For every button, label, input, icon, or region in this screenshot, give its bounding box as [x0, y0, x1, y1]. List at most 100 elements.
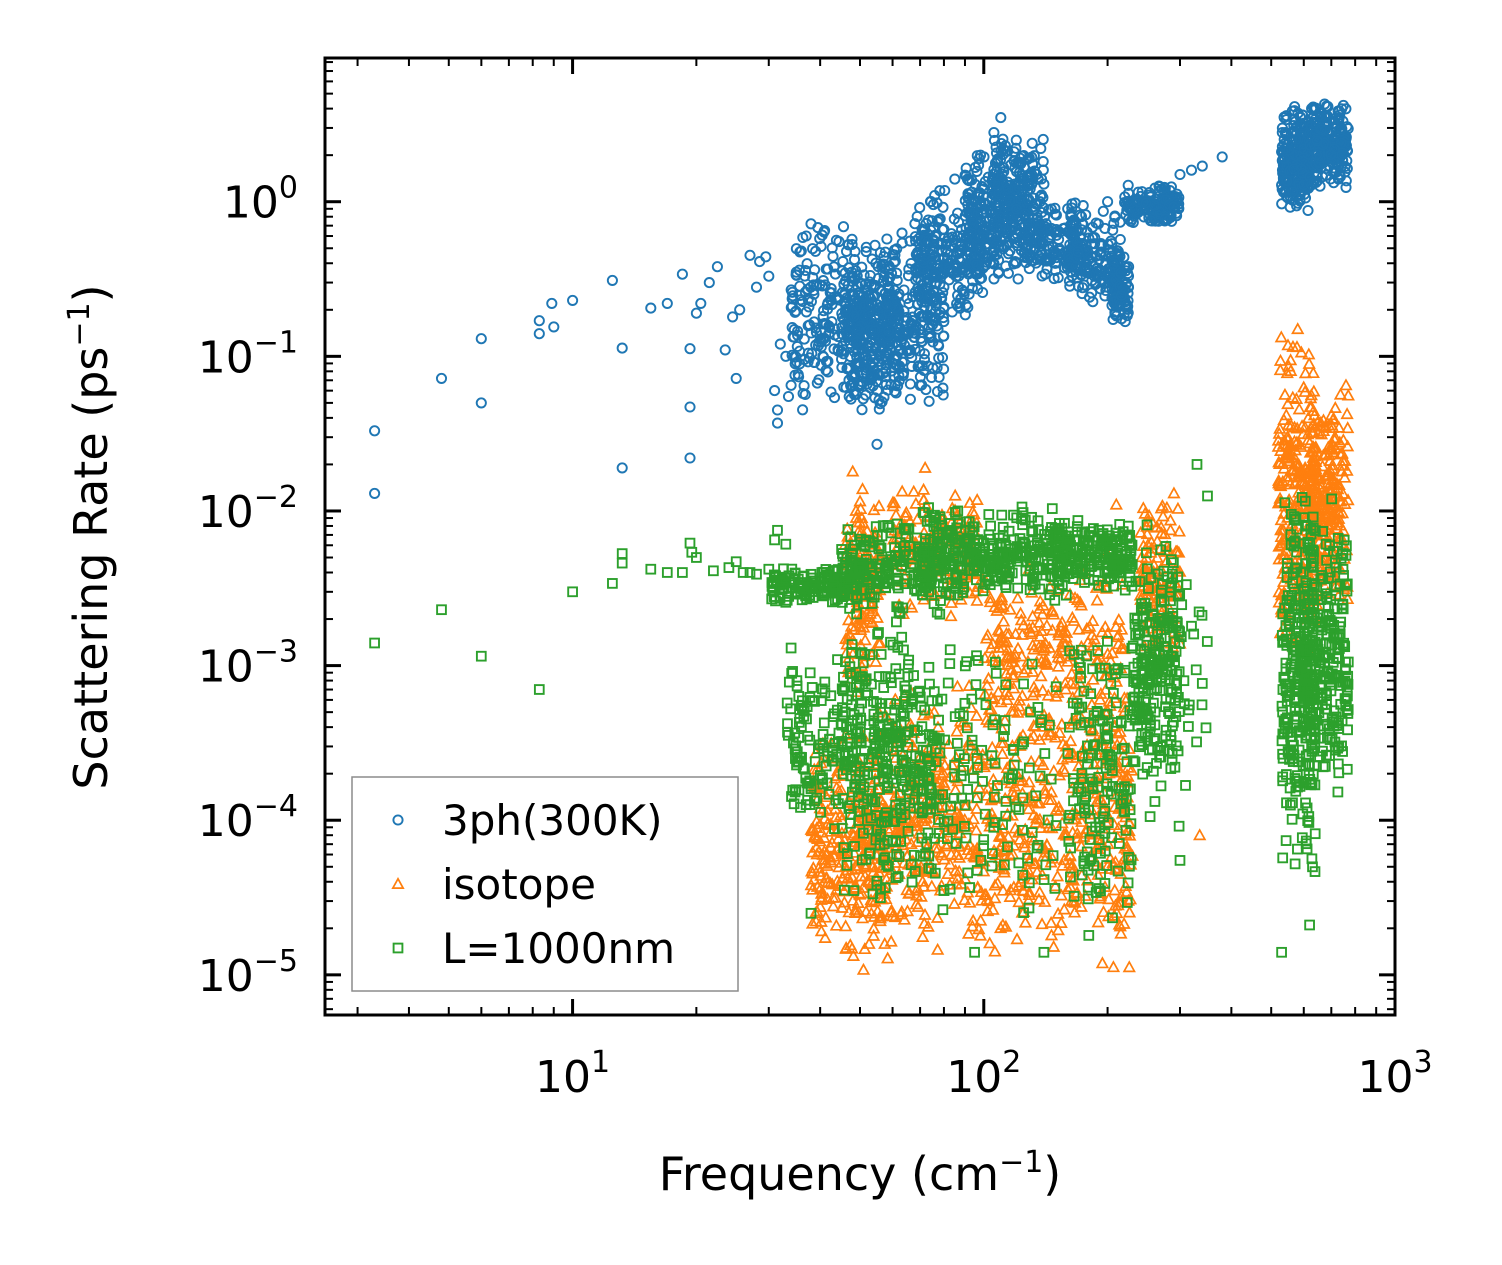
data-point — [873, 583, 887, 596]
data-point — [924, 196, 937, 208]
data-point — [839, 296, 852, 309]
data-point — [882, 275, 894, 288]
data-point — [1034, 226, 1046, 238]
data-point — [854, 833, 869, 845]
data-point — [763, 270, 775, 282]
data-point — [1302, 204, 1314, 217]
data-point — [961, 232, 973, 244]
data-point — [823, 320, 835, 332]
data-point — [1336, 123, 1348, 135]
data-point — [909, 327, 922, 339]
series-layer — [369, 98, 1355, 975]
data-point — [771, 417, 784, 429]
data-point — [865, 895, 879, 908]
data-point — [1094, 238, 1106, 251]
data-point — [806, 347, 818, 360]
data-point — [1073, 251, 1086, 263]
data-point — [860, 873, 875, 886]
data-point — [1000, 260, 1012, 272]
data-point — [873, 403, 885, 415]
data-point — [850, 265, 862, 277]
data-point — [848, 877, 862, 890]
data-point — [838, 381, 850, 393]
data-point — [993, 187, 1005, 199]
data-point — [846, 893, 860, 906]
data-point — [881, 353, 893, 365]
data-point — [915, 310, 927, 322]
data-point — [1037, 155, 1049, 168]
data-point — [1023, 179, 1035, 191]
data-point — [889, 385, 901, 397]
data-point — [804, 822, 818, 835]
data-point — [856, 824, 870, 837]
data-point — [916, 930, 930, 942]
data-point — [992, 180, 1004, 192]
data-point — [911, 247, 923, 259]
data-point — [928, 315, 940, 327]
data-point — [865, 296, 877, 309]
data-point — [1140, 197, 1152, 209]
data-point — [909, 218, 921, 230]
data-point — [840, 245, 853, 257]
data-point — [769, 385, 781, 397]
data-point — [956, 262, 969, 274]
data-point — [844, 619, 859, 632]
data-point — [851, 336, 863, 348]
data-point — [1026, 151, 1038, 163]
data-point — [825, 386, 837, 398]
data-point — [1279, 152, 1291, 164]
data-point — [797, 404, 809, 416]
data-point — [857, 290, 869, 302]
data-point — [874, 247, 886, 259]
data-point — [882, 340, 894, 352]
data-point — [1159, 213, 1171, 225]
data-point — [811, 832, 825, 845]
data-point — [1066, 228, 1079, 240]
data-point — [1038, 211, 1051, 223]
data-point — [963, 288, 975, 300]
data-point — [818, 811, 832, 824]
data-point — [977, 286, 989, 299]
data-point — [960, 265, 972, 277]
data-point — [1145, 215, 1157, 227]
data-point — [934, 268, 946, 281]
data-point — [926, 258, 938, 270]
data-point — [809, 814, 824, 827]
data-point — [824, 824, 838, 837]
data-point — [533, 328, 545, 340]
data-point — [897, 370, 909, 382]
data-point — [858, 860, 872, 873]
data-point — [927, 199, 939, 211]
data-point — [880, 298, 893, 310]
data-point — [918, 301, 930, 313]
data-point — [835, 900, 849, 913]
data-point — [801, 258, 813, 270]
data-point — [919, 224, 931, 236]
data-point — [1314, 180, 1326, 192]
data-point — [1002, 176, 1014, 188]
data-point — [933, 371, 945, 383]
data-point — [782, 390, 795, 403]
data-point — [807, 243, 819, 255]
data-point — [1340, 181, 1352, 193]
data-point — [786, 286, 798, 298]
data-point — [831, 841, 846, 854]
data-point — [814, 233, 826, 245]
data-point — [912, 289, 924, 301]
data-point — [817, 332, 829, 344]
data-point — [730, 372, 742, 384]
data-point — [813, 881, 828, 894]
data-point — [1288, 119, 1300, 132]
data-point — [967, 219, 980, 231]
data-point — [971, 232, 984, 244]
data-point — [1097, 205, 1109, 217]
data-point — [1116, 313, 1128, 325]
data-point — [910, 321, 922, 333]
data-point — [1009, 184, 1021, 196]
data-point — [830, 234, 842, 246]
data-point — [859, 364, 871, 376]
data-point — [929, 293, 941, 305]
data-point — [616, 342, 628, 354]
data-point — [900, 315, 912, 327]
